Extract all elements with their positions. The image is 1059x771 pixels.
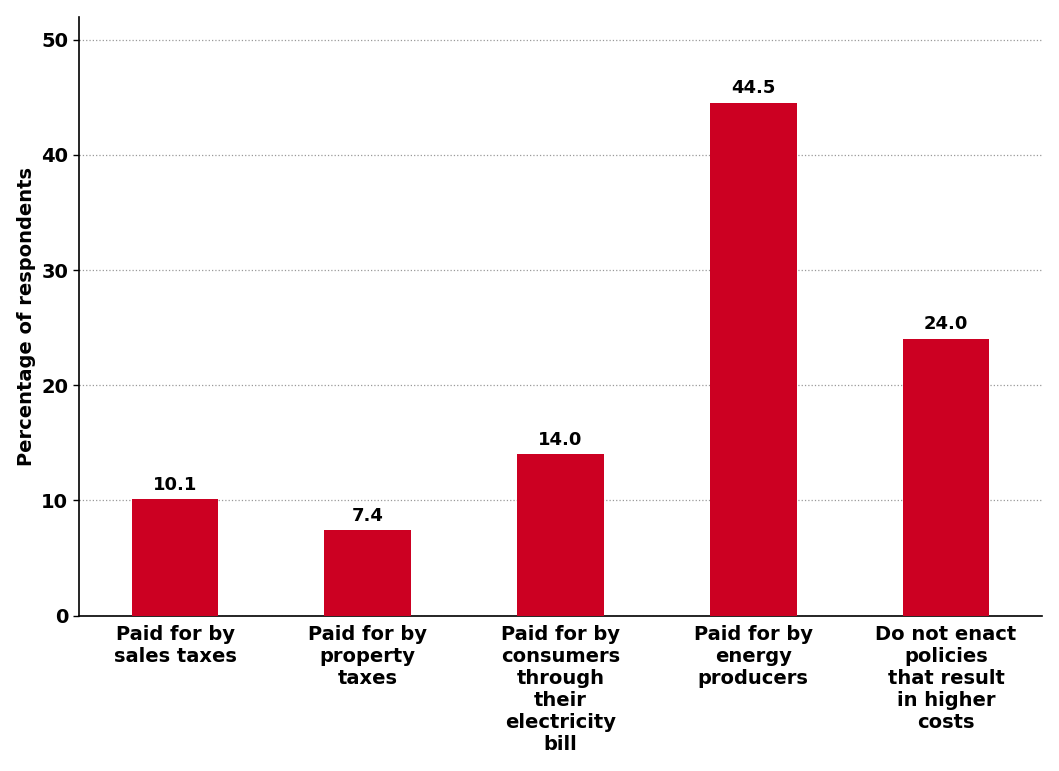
Bar — [517, 454, 604, 615]
Text: 24.0: 24.0 — [923, 315, 968, 333]
Bar — [324, 530, 411, 615]
Bar — [710, 103, 796, 615]
Bar — [131, 500, 218, 615]
Bar — [902, 339, 989, 615]
Y-axis label: Percentage of respondents: Percentage of respondents — [17, 167, 36, 466]
Text: 44.5: 44.5 — [731, 79, 775, 97]
Text: 10.1: 10.1 — [152, 476, 197, 493]
Text: 14.0: 14.0 — [538, 430, 582, 449]
Text: 7.4: 7.4 — [352, 507, 383, 524]
